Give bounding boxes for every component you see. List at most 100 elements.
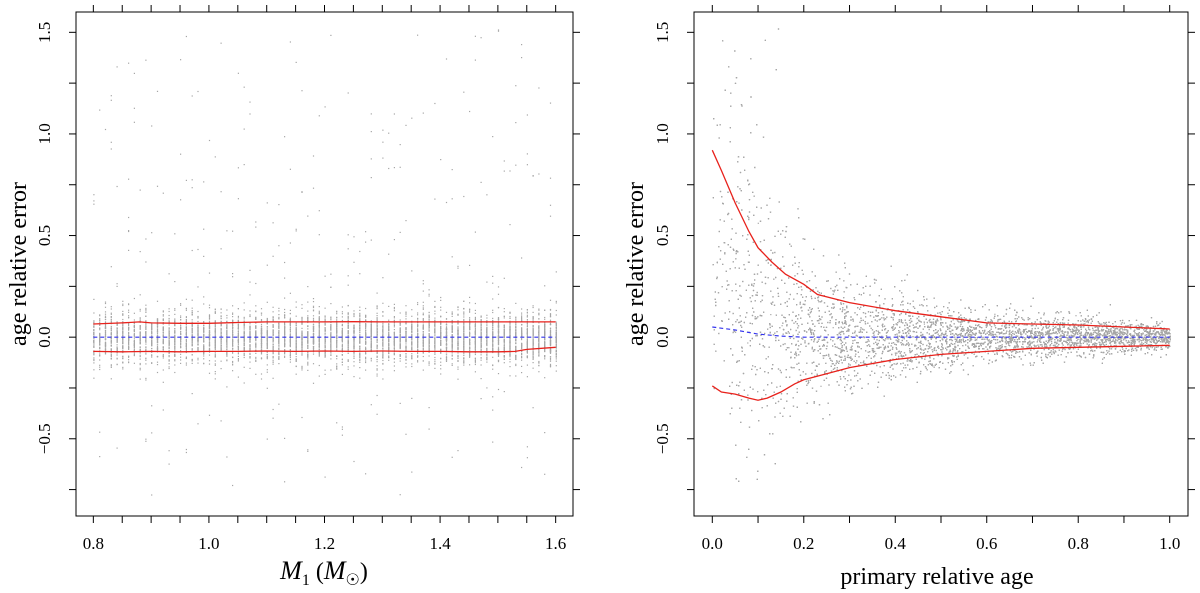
- scatter-point: [295, 358, 297, 360]
- scatter-point: [463, 316, 465, 318]
- scatter-point: [255, 344, 257, 346]
- scatter-point: [162, 314, 164, 316]
- scatter-point: [457, 323, 459, 325]
- scatter-point: [128, 334, 130, 336]
- scatter-point: [93, 343, 95, 345]
- scatter-point: [260, 325, 263, 328]
- scatter-point: [255, 347, 257, 349]
- scatter-point: [388, 355, 390, 357]
- scatter-point: [486, 359, 488, 361]
- scatter-point: [278, 355, 280, 357]
- scatter-point: [295, 365, 297, 368]
- scatter-point: [474, 340, 476, 342]
- scatter-point: [295, 61, 297, 63]
- scatter-point: [128, 329, 130, 331]
- scatter-point: [278, 330, 280, 332]
- scatter-point: [266, 326, 268, 328]
- scatter-point: [405, 312, 407, 314]
- scatter-point: [399, 335, 401, 337]
- scatter-point: [422, 318, 424, 320]
- scatter-point: [237, 327, 239, 329]
- scatter-point: [474, 302, 476, 305]
- scatter-point: [376, 394, 378, 397]
- scatter-point: [145, 315, 147, 317]
- scatter-point: [214, 348, 216, 350]
- scatter-point: [255, 325, 257, 327]
- scatter-point: [260, 357, 263, 359]
- scatter-point: [214, 333, 216, 335]
- scatter-point: [214, 347, 216, 349]
- scatter-point: [255, 318, 257, 320]
- scatter-point: [255, 340, 257, 342]
- scatter-point: [255, 327, 257, 330]
- scatter-point: [208, 342, 211, 344]
- scatter-point: [376, 413, 378, 415]
- scatter-point: [226, 347, 228, 349]
- scatter-point: [266, 318, 268, 320]
- scatter-point: [174, 371, 176, 374]
- scatter-point: [139, 339, 141, 341]
- scatter-point: [255, 282, 257, 285]
- scatter-point: [162, 329, 164, 331]
- scatter-point: [451, 331, 453, 333]
- scatter-point: [104, 302, 107, 305]
- scatter-point: [197, 338, 199, 340]
- scatter-point: [434, 326, 436, 328]
- scatter-point: [266, 344, 268, 346]
- scatter-point: [104, 324, 107, 326]
- scatter-point: [203, 358, 205, 360]
- scatter-point: [272, 333, 274, 335]
- scatter-point: [110, 312, 112, 314]
- scatter-point: [110, 330, 112, 332]
- scatter-point: [110, 345, 112, 347]
- scatter-point: [359, 324, 361, 326]
- scatter-point: [318, 312, 320, 314]
- scatter-point: [122, 357, 124, 359]
- scatter-point: [99, 319, 101, 321]
- scatter-point: [162, 357, 164, 359]
- scatter-point: [260, 341, 263, 343]
- scatter-point: [324, 356, 326, 358]
- scatter-point: [307, 301, 309, 303]
- scatter-point: [445, 327, 448, 329]
- scatter-point: [220, 332, 222, 334]
- scatter-point: [376, 365, 378, 367]
- scatter-point: [266, 355, 268, 358]
- scatter-point: [445, 356, 448, 359]
- scatter-point: [260, 344, 263, 347]
- scatter-point: [266, 353, 268, 355]
- scatter-point: [104, 348, 107, 350]
- scatter-point: [411, 357, 413, 359]
- scatter-point: [284, 334, 286, 336]
- scatter-point: [214, 311, 216, 313]
- scatter-point: [110, 322, 112, 324]
- scatter-point: [145, 348, 147, 350]
- scatter-point: [156, 339, 159, 341]
- scatter-point: [260, 348, 263, 350]
- scatter-point: [376, 356, 378, 358]
- scatter-point: [289, 352, 291, 354]
- scatter-point: [480, 357, 482, 359]
- scatter-point: [243, 366, 245, 368]
- scatter-point: [99, 327, 101, 330]
- scatter-point: [214, 356, 216, 358]
- scatter-point: [237, 353, 239, 355]
- scatter-point: [341, 364, 343, 366]
- scatter-point: [133, 339, 135, 341]
- scatter-point: [393, 324, 395, 326]
- scatter-point: [128, 328, 130, 330]
- scatter-point: [474, 347, 476, 349]
- scatter-point: [243, 340, 245, 342]
- scatter-point: [324, 346, 326, 348]
- scatter-point: [359, 358, 361, 361]
- scatter-point: [104, 338, 107, 340]
- scatter-point: [393, 167, 395, 169]
- scatter-point: [99, 338, 101, 340]
- scatter-point: [422, 348, 424, 350]
- scatter-point: [99, 354, 101, 356]
- scatter-point: [174, 313, 176, 315]
- scatter-point: [451, 349, 453, 351]
- scatter-point: [243, 316, 245, 318]
- scatter-point: [249, 356, 251, 358]
- scatter-point: [139, 369, 141, 371]
